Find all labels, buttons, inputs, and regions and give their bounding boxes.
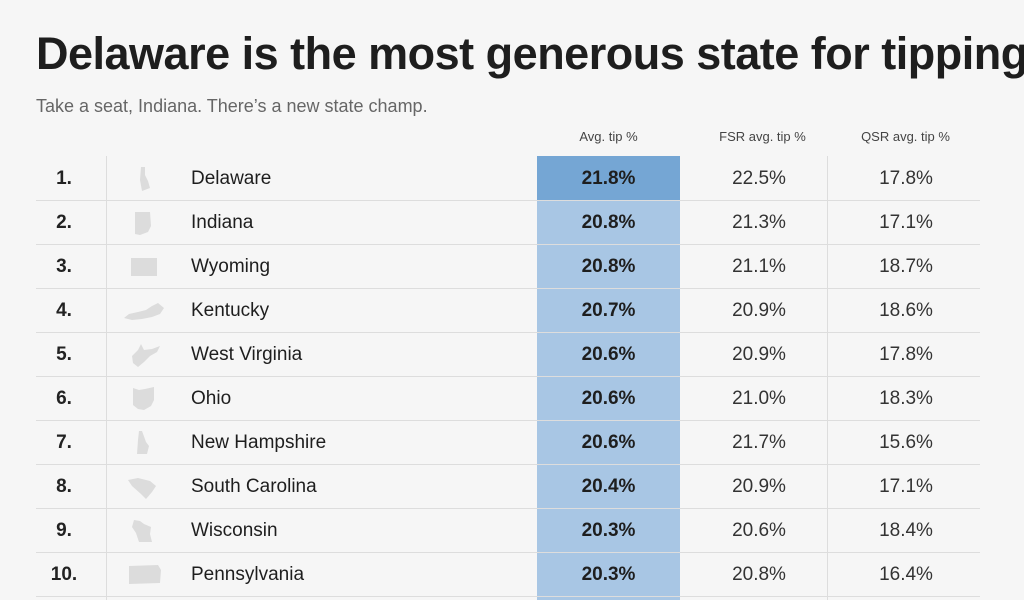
- table-row: 1. Delaware 21.8% 22.5% 17.8%: [36, 156, 980, 201]
- table-row: 4. Kentucky 20.7% 20.9% 18.6%: [36, 288, 980, 333]
- south-carolina-shape-icon: [128, 478, 156, 499]
- table-row: 5. West Virginia 20.6% 20.9% 17.8%: [36, 332, 980, 377]
- avg-tip-value: 20.6%: [581, 388, 636, 409]
- fsr-avg-tip-value: 20.9%: [732, 300, 786, 321]
- avg-tip-top-cell-highlight: [537, 156, 680, 200]
- page-title: Delaware is the most generous state for …: [36, 28, 1024, 79]
- fsr-avg-tip-value: 21.1%: [732, 256, 786, 277]
- wyoming-shape-icon: [131, 258, 157, 276]
- ohio-shape-icon: [133, 387, 154, 410]
- rank-label: 10.: [50, 564, 78, 585]
- table-row: 10. Pennsylvania 20.3% 20.8% 16.4%: [36, 552, 980, 597]
- indiana-shape-icon: [135, 212, 151, 235]
- qsr-avg-tip-value: 18.6%: [879, 300, 933, 321]
- delaware-shape-icon: [140, 167, 150, 191]
- state-name: Pennsylvania: [191, 564, 305, 585]
- state-name: Wyoming: [191, 256, 271, 277]
- avg-tip-value: 20.6%: [581, 344, 636, 365]
- column-divider: [106, 156, 107, 600]
- qsr-avg-tip-value: 15.6%: [879, 432, 933, 453]
- wisconsin-shape-icon: [132, 520, 152, 542]
- column-divider: [827, 156, 828, 600]
- qsr-avg-tip-value: 18.7%: [879, 256, 933, 277]
- fsr-avg-tip-value: 20.6%: [732, 520, 786, 541]
- state-name: New Hampshire: [191, 432, 327, 453]
- state-name: South Carolina: [191, 476, 317, 497]
- rank-label: 8.: [56, 476, 72, 497]
- fsr-avg-tip-value: 20.8%: [732, 564, 786, 585]
- state-name: Wisconsin: [191, 520, 278, 541]
- table-row: 7. New Hampshire 20.6% 21.7% 15.6%: [36, 420, 980, 465]
- qsr-avg-tip-value: 17.8%: [879, 168, 933, 189]
- state-name: Ohio: [191, 388, 232, 409]
- avg-tip-value: 20.3%: [581, 520, 636, 541]
- fsr-avg-tip-value: 21.3%: [732, 212, 786, 233]
- qsr-avg-tip-value: 17.1%: [879, 212, 933, 233]
- page-subtitle: Take a seat, Indiana. There’s a new stat…: [36, 96, 428, 116]
- state-name: Kentucky: [191, 300, 270, 321]
- table-row: 3. Wyoming 20.8% 21.1% 18.7%: [36, 244, 980, 289]
- qsr-avg-tip-value: 16.4%: [879, 564, 933, 585]
- rank-label: 2.: [56, 212, 72, 233]
- rank-label: 5.: [56, 344, 72, 365]
- new-hampshire-shape-icon: [137, 431, 149, 454]
- fsr-avg-tip-value: 20.9%: [732, 476, 786, 497]
- state-name: Delaware: [191, 168, 272, 189]
- qsr-avg-tip-value: 17.1%: [879, 476, 933, 497]
- fsr-avg-tip-value: 20.9%: [732, 344, 786, 365]
- table-row: 6. Ohio 20.6% 21.0% 18.3%: [36, 376, 980, 421]
- west-virginia-shape-icon: [132, 344, 160, 367]
- rank-label: 1.: [56, 168, 72, 189]
- table-row: 2. Indiana 20.8% 21.3% 17.1%: [36, 200, 980, 245]
- rank-label: 7.: [56, 432, 72, 453]
- rank-label: 3.: [56, 256, 72, 277]
- qsr-avg-tip-value: 18.3%: [879, 388, 933, 409]
- table-row: 8. South Carolina 20.4% 20.9% 17.1%: [36, 464, 980, 509]
- fsr-avg-tip-value: 21.0%: [732, 388, 786, 409]
- kentucky-shape-icon: [124, 303, 164, 320]
- avg-tip-value: 20.8%: [581, 212, 636, 233]
- pennsylvania-shape-icon: [129, 565, 161, 584]
- qsr-avg-tip-value: 17.8%: [879, 344, 933, 365]
- state-name: West Virginia: [191, 344, 303, 365]
- avg-tip-value: 20.4%: [581, 476, 636, 497]
- avg-tip-highlight-column: [537, 156, 680, 600]
- avg-tip-value: 20.8%: [581, 256, 636, 277]
- column-header-qsr-avg-tip: QSR avg. tip %: [861, 129, 950, 144]
- rank-label: 9.: [56, 520, 72, 541]
- column-header-avg-tip: Avg. tip %: [579, 129, 638, 144]
- fsr-avg-tip-value: 22.5%: [732, 168, 786, 189]
- avg-tip-value: 21.8%: [581, 168, 636, 189]
- state-name: Indiana: [191, 212, 254, 233]
- qsr-avg-tip-value: 18.4%: [879, 520, 933, 541]
- rank-label: 4.: [56, 300, 72, 321]
- rank-label: 6.: [56, 388, 72, 409]
- avg-tip-value: 20.7%: [581, 300, 636, 321]
- column-header-fsr-avg-tip: FSR avg. tip %: [719, 129, 806, 144]
- avg-tip-value: 20.6%: [581, 432, 636, 453]
- fsr-avg-tip-value: 21.7%: [732, 432, 786, 453]
- avg-tip-value: 20.3%: [581, 564, 636, 585]
- table-row: 9. Wisconsin 20.3% 20.6% 18.4%: [36, 508, 980, 553]
